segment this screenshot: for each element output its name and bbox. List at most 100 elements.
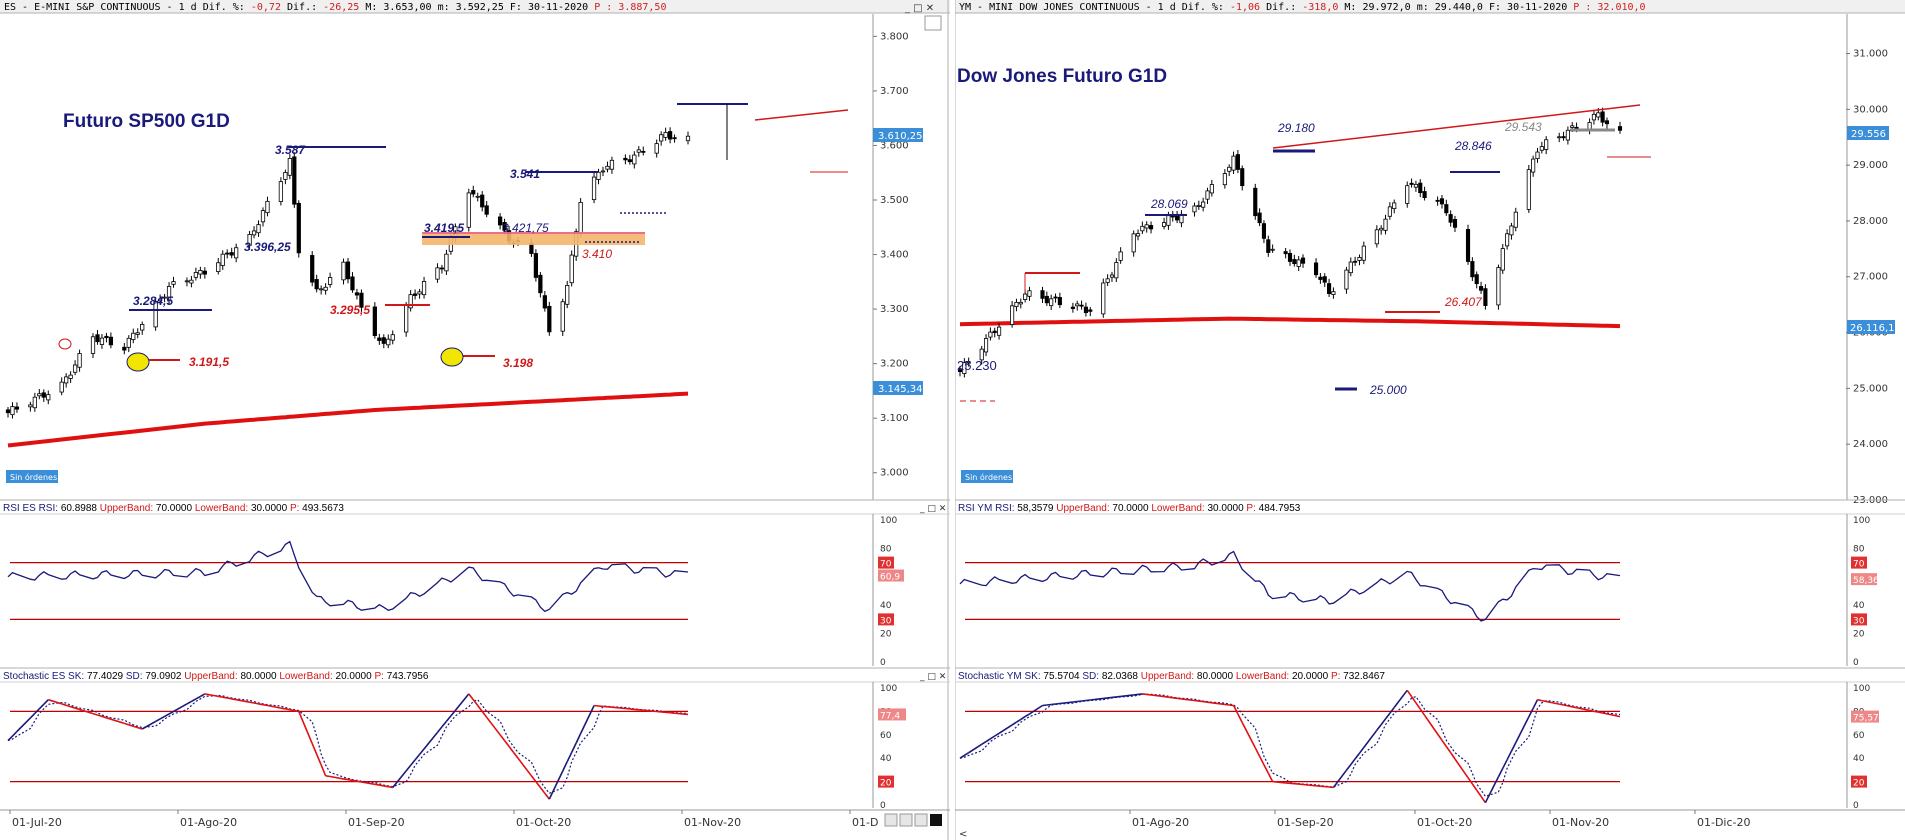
stoch-sk-segment: [249, 701, 255, 704]
candle: [131, 332, 136, 340]
candle: [345, 261, 351, 280]
stoch-sk-segment: [674, 712, 689, 716]
candle: [412, 293, 418, 296]
stoch-sk-segment: [383, 785, 389, 788]
candle: [1422, 191, 1427, 198]
candle: [95, 334, 100, 343]
stoch-sk-segment: [486, 716, 501, 736]
stoch-sk-segment: [1546, 700, 1560, 705]
scale-button[interactable]: [924, 15, 942, 31]
candle: [314, 279, 319, 290]
date-label: 01-Ago-20: [1132, 816, 1189, 829]
stoch-sk-segment: [1194, 699, 1199, 702]
price-tick-label: 24.000: [1853, 439, 1888, 450]
price-tick-label: 3.200: [880, 359, 909, 370]
stoch-sk-segment: [472, 699, 479, 706]
candle: [569, 254, 574, 284]
window-controls[interactable]: _ □ ✕: [904, 3, 934, 14]
candle: [667, 131, 673, 140]
stoch-sk-segment: [294, 709, 299, 713]
level-29180: 29.180: [1277, 121, 1315, 135]
stoch-sk-segment: [227, 697, 232, 700]
level-28846: 28.846: [1454, 139, 1492, 153]
level-3198: 3.198: [503, 356, 533, 370]
candle: [1318, 276, 1323, 280]
scroll-left-arrow[interactable]: <: [959, 829, 967, 840]
stoch-sk-segment: [1232, 705, 1239, 715]
orders-badge[interactable]: [6, 470, 58, 483]
stoch-sk-segment: [311, 743, 318, 755]
candle: [46, 394, 51, 401]
candle: [1253, 187, 1258, 217]
candle: [1509, 225, 1514, 236]
orders-badge[interactable]: [961, 470, 1013, 483]
save-button[interactable]: [899, 813, 913, 827]
level-28069: 28.069: [1150, 197, 1188, 211]
stoch-sk-segment: [561, 761, 568, 772]
candle: [323, 286, 328, 291]
stoch-sk-segment: [1133, 693, 1139, 696]
svg-text:ES - E-MINI S&P CONTINUOUS -: ES - E-MINI S&P CONTINUOUS - 1 d Dif. %:…: [4, 2, 666, 13]
candle: [310, 255, 315, 283]
stoch-sk-segment: [1423, 714, 1439, 735]
stoch-sk-segment: [1107, 696, 1113, 699]
candle: [1222, 173, 1227, 186]
stoch-sk-segment: [418, 748, 425, 755]
stoch-sk-segment: [981, 740, 987, 745]
stoch-sk-segment: [222, 696, 228, 699]
rsi-line: [959, 550, 1621, 622]
band-tag: [1851, 613, 1867, 626]
stoch-tick-label: 100: [1853, 684, 1870, 694]
stoch-sk-segment: [1502, 759, 1508, 769]
scroll-left-button[interactable]: [884, 813, 898, 827]
stoch-sk-segment: [1120, 694, 1134, 698]
candle: [381, 337, 386, 344]
stoch-sk-segment: [1384, 712, 1391, 720]
rsi-tick-label: 100: [1853, 516, 1870, 526]
candle: [957, 368, 963, 373]
level-3191: 3.191,5: [189, 355, 229, 369]
candle: [1591, 113, 1597, 121]
color-button[interactable]: [930, 814, 942, 826]
stoch-sk-segment: [1137, 693, 1143, 696]
rsi-tick-label: 100: [880, 516, 897, 526]
candle: [1496, 267, 1501, 306]
svg-text:_ □ ✕: _ □ ✕: [919, 672, 946, 682]
stoch-sk-segment: [1602, 712, 1608, 715]
stoch-sk-segment: [1224, 703, 1230, 706]
candle: [1505, 233, 1510, 247]
candle: [1053, 296, 1058, 299]
stoch-sk-segment: [1263, 764, 1270, 774]
chart-window-es: ES - E-MINI S&P CONTINUOUS - 1 d Dif. %:…: [0, 0, 950, 840]
candle: [685, 135, 691, 142]
stoch-sk-segment: [998, 724, 1013, 734]
candle: [1418, 182, 1423, 194]
stoch-sk-segment: [1151, 694, 1165, 698]
candle: [260, 210, 266, 223]
print-button[interactable]: [914, 813, 928, 827]
candle: [1409, 182, 1414, 185]
rsi-tick-label: 20: [1853, 630, 1865, 640]
candle: [247, 234, 252, 246]
candle: [1010, 305, 1015, 325]
candle: [1531, 158, 1536, 173]
candle: [1131, 233, 1136, 253]
candle: [417, 291, 422, 295]
stoch-sk-segment: [1415, 702, 1421, 710]
stoch-sk-segment: [1563, 704, 1569, 707]
candle: [983, 338, 989, 353]
level-3284: 3.284,5: [133, 294, 173, 308]
stoch-sk-segment: [1015, 718, 1022, 723]
band-tag-label: 70: [880, 560, 892, 570]
rsi-tick-label: 80: [1853, 544, 1865, 554]
stoch-sk-segment: [1510, 742, 1517, 752]
stoch-sk-segment: [1354, 752, 1361, 760]
candle: [1435, 199, 1440, 202]
stoch-sk-segment: [325, 775, 331, 778]
date-label: 01-Oct-20: [516, 816, 571, 829]
candle: [1114, 262, 1119, 279]
candle: [1014, 301, 1019, 308]
candle: [68, 374, 73, 379]
stoch-sk-segment: [1090, 697, 1104, 701]
candle: [1023, 293, 1028, 300]
